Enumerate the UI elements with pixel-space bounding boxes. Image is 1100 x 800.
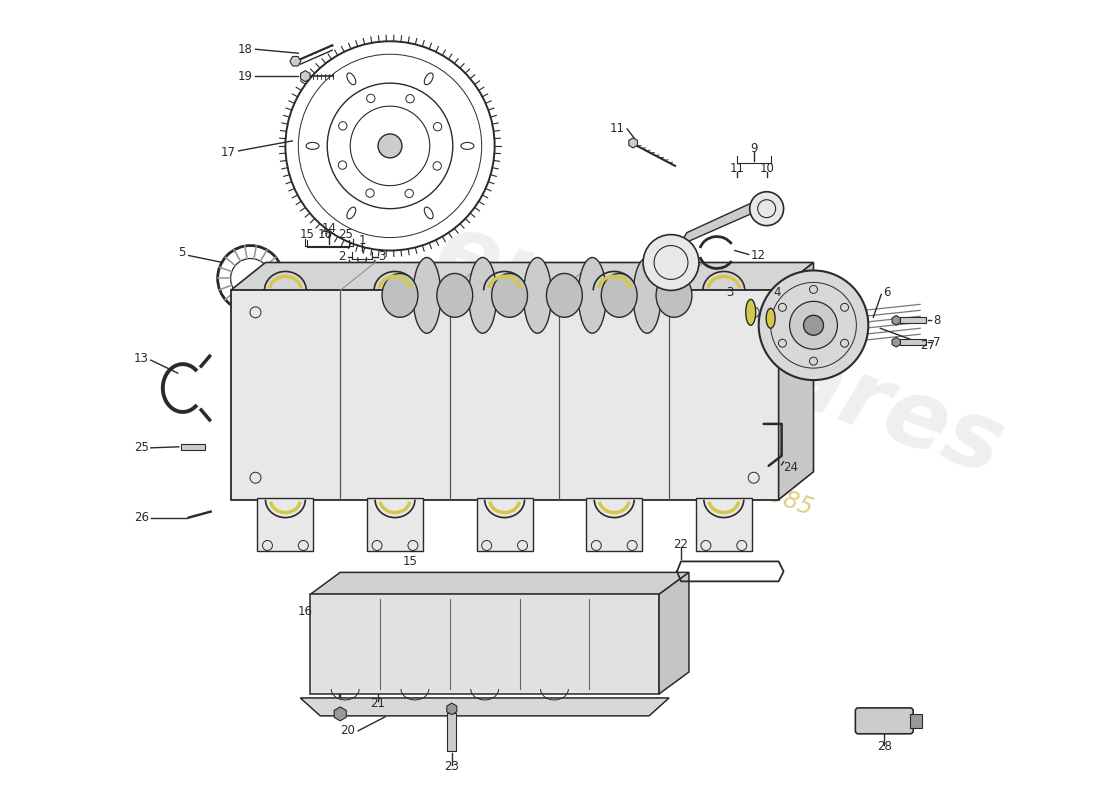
- Text: 3: 3: [726, 286, 734, 299]
- Text: 26: 26: [134, 511, 148, 524]
- Circle shape: [644, 234, 698, 290]
- Bar: [180, 444, 205, 450]
- Text: 8: 8: [933, 314, 940, 326]
- Text: 11: 11: [729, 162, 745, 175]
- Text: 16: 16: [297, 605, 312, 618]
- Bar: [231, 290, 779, 500]
- Circle shape: [750, 192, 783, 226]
- Text: 7: 7: [933, 336, 940, 349]
- Text: 14: 14: [321, 222, 337, 235]
- Bar: [476, 498, 532, 551]
- Ellipse shape: [524, 258, 551, 334]
- Text: 12: 12: [750, 249, 766, 262]
- Text: 13: 13: [134, 352, 148, 365]
- Text: 4: 4: [773, 286, 781, 299]
- Text: 27: 27: [920, 338, 935, 352]
- Text: 18: 18: [238, 42, 253, 56]
- Polygon shape: [300, 698, 669, 716]
- Polygon shape: [310, 572, 689, 594]
- Bar: [257, 498, 314, 551]
- Polygon shape: [659, 572, 689, 694]
- Ellipse shape: [634, 258, 661, 334]
- Ellipse shape: [656, 274, 692, 318]
- Text: 25: 25: [134, 442, 148, 454]
- Text: 3: 3: [378, 250, 386, 263]
- Ellipse shape: [767, 308, 775, 328]
- Text: a passion for cars since 1985: a passion for cars since 1985: [483, 379, 815, 520]
- Bar: [586, 498, 642, 551]
- Ellipse shape: [437, 274, 473, 318]
- Polygon shape: [779, 262, 814, 500]
- Text: 23: 23: [444, 760, 459, 773]
- Bar: [900, 318, 926, 323]
- Bar: [696, 498, 751, 551]
- Bar: [900, 339, 926, 345]
- Circle shape: [378, 134, 402, 158]
- Bar: [910, 714, 922, 728]
- Text: 6: 6: [883, 286, 891, 299]
- Text: 21: 21: [371, 698, 386, 710]
- Ellipse shape: [469, 258, 496, 334]
- Circle shape: [790, 302, 837, 349]
- Text: 11: 11: [609, 122, 624, 135]
- Circle shape: [803, 315, 824, 335]
- Text: 22: 22: [673, 538, 689, 551]
- Bar: [367, 498, 422, 551]
- Text: 15: 15: [403, 555, 417, 568]
- Ellipse shape: [579, 258, 606, 334]
- Ellipse shape: [412, 258, 441, 334]
- Text: 24: 24: [783, 462, 799, 474]
- Text: 20: 20: [340, 724, 355, 738]
- Ellipse shape: [492, 274, 528, 318]
- Text: 15: 15: [300, 228, 315, 241]
- Text: 25: 25: [338, 228, 353, 241]
- Bar: [310, 594, 659, 694]
- Text: 17: 17: [221, 146, 235, 159]
- Ellipse shape: [547, 274, 582, 318]
- Text: 2: 2: [339, 250, 345, 263]
- Circle shape: [337, 262, 388, 314]
- Text: 19: 19: [238, 70, 253, 82]
- Ellipse shape: [382, 274, 418, 318]
- Circle shape: [759, 270, 868, 380]
- Polygon shape: [679, 198, 761, 246]
- Text: 9: 9: [750, 142, 758, 155]
- Polygon shape: [231, 262, 814, 290]
- Text: 1: 1: [359, 234, 366, 247]
- Text: 10: 10: [759, 162, 774, 175]
- Text: 16: 16: [318, 228, 332, 241]
- Text: 28: 28: [877, 740, 892, 754]
- Ellipse shape: [602, 274, 637, 318]
- Text: eurospares: eurospares: [422, 205, 1015, 495]
- Bar: [448, 713, 456, 750]
- FancyBboxPatch shape: [856, 708, 913, 734]
- Ellipse shape: [746, 299, 756, 326]
- Text: 5: 5: [178, 246, 186, 259]
